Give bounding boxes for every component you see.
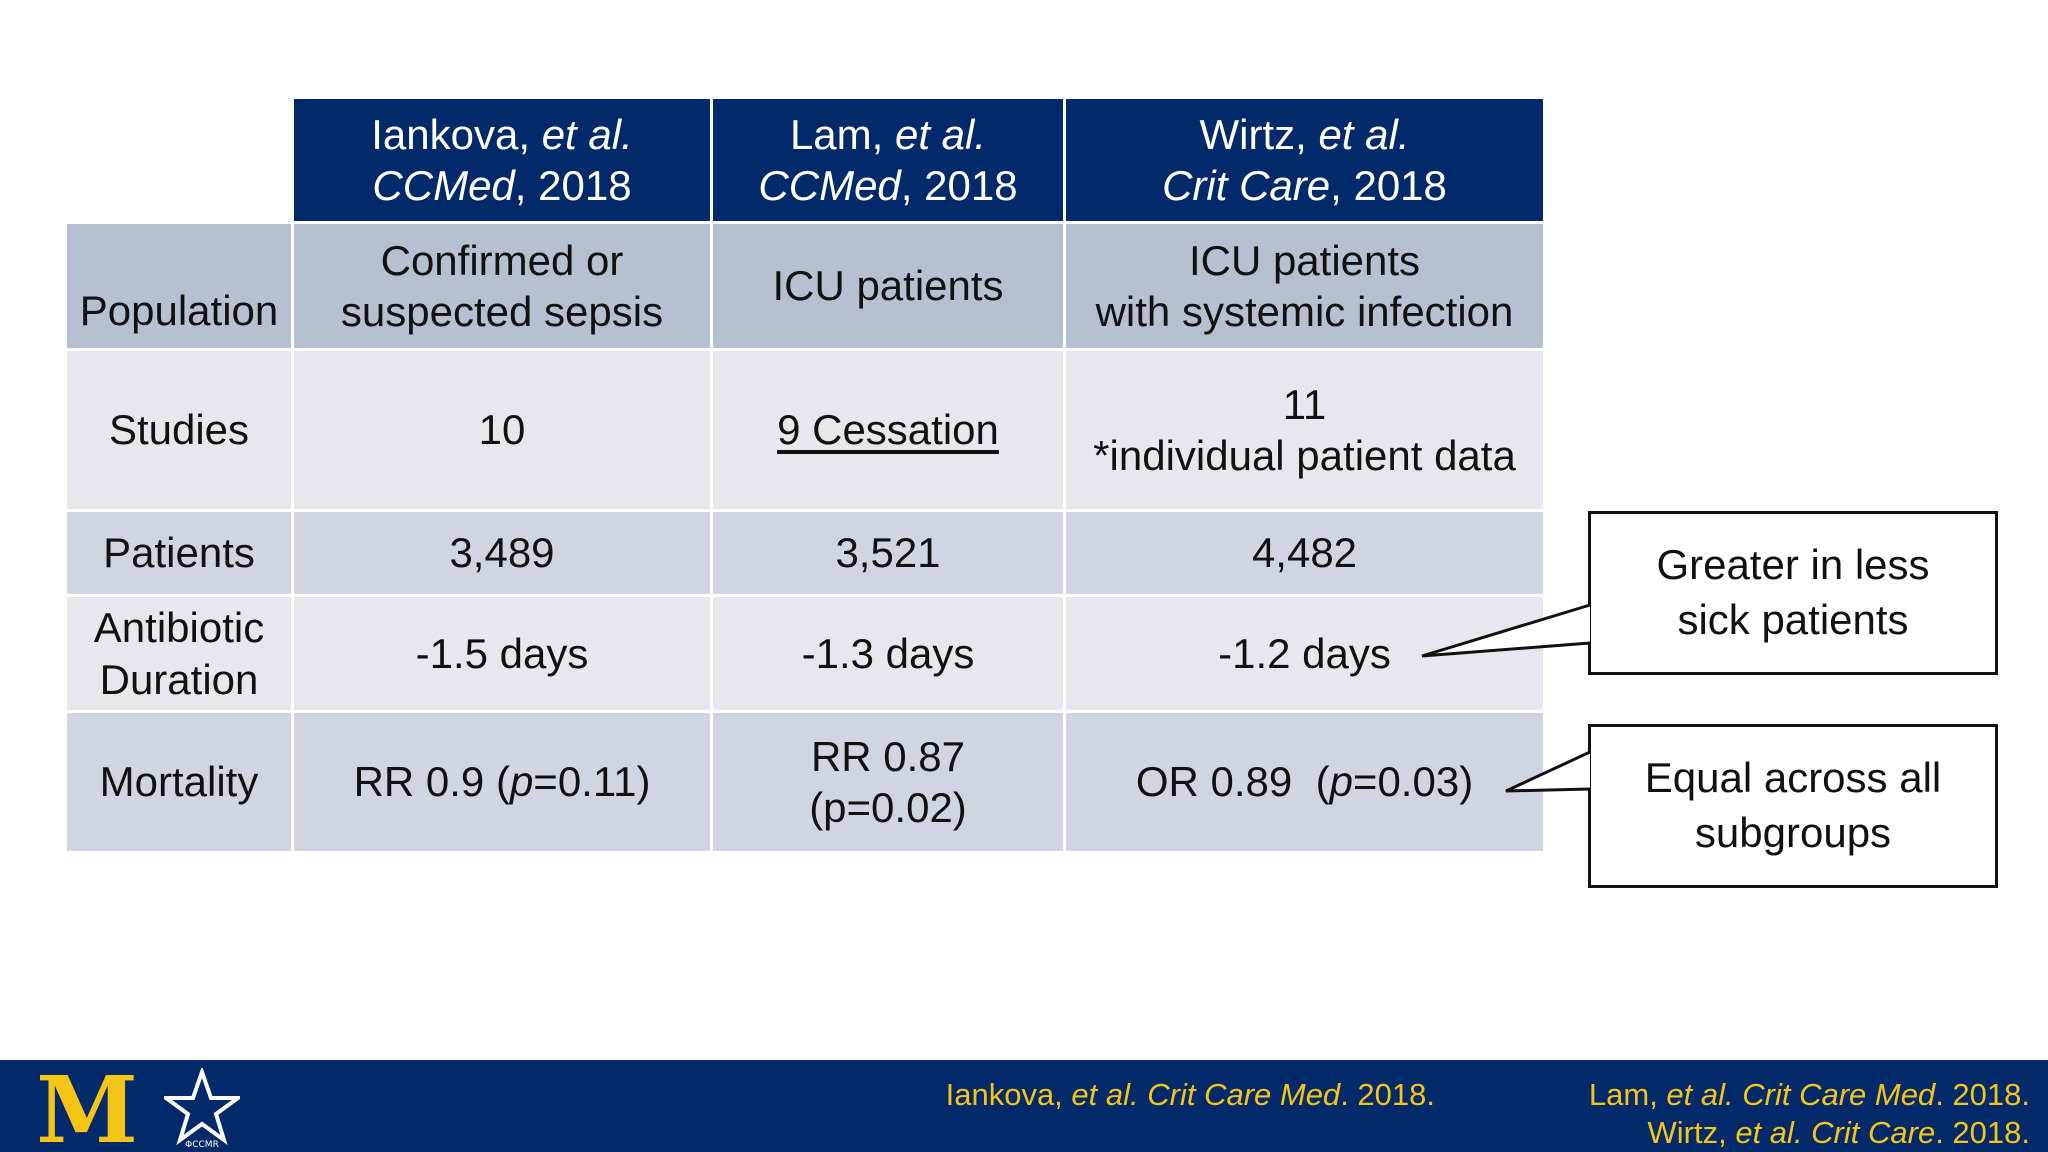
citation-wirtz: Wirtz, et al. Crit Care. 2018. [1647, 1115, 2030, 1150]
citations-right: Lam, et al. Crit Care Med. 2018. Wirtz, … [1589, 1076, 2030, 1152]
row-label-studies: Studies [67, 351, 291, 509]
row-label-patients: Patients [67, 512, 291, 594]
population-iankova: Confirmed or suspected sepsis [294, 224, 710, 348]
patients-wirtz: 4,482 [1066, 512, 1543, 594]
university-m-logo: M [36, 1070, 138, 1146]
patients-lam: 3,521 [713, 512, 1063, 594]
ccmr-star-logo: ΦCCMR [164, 1068, 240, 1148]
duration-iankova: -1.5 days [294, 597, 710, 710]
mortality-wirtz: OR 0.89 (p=0.03) [1066, 713, 1543, 851]
studies-iankova: 10 [294, 351, 710, 509]
patients-iankova: 3,489 [294, 512, 710, 594]
study-header-iankova: Iankova, et al. CCMed, 2018 [294, 99, 710, 221]
row-label-duration: Antibiotic Duration [67, 597, 291, 710]
patients-row: Patients 3,489 3,521 4,482 [67, 512, 1543, 594]
mortality-lam: RR 0.87 (p=0.02) [713, 713, 1063, 851]
citation-lam: Lam, et al. Crit Care Med. 2018. [1588, 1077, 2030, 1112]
studies-row: Studies 10 9 Cessation 11 *individual pa… [67, 351, 1543, 509]
header-row: Iankova, et al. CCMed, 2018 Lam, et al. … [67, 99, 1543, 221]
row-label-population: Population [67, 224, 291, 348]
callout-mortality-note: Equal across all subgroups [1588, 724, 1998, 888]
duration-lam: -1.3 days [713, 597, 1063, 710]
svg-text:ΦCCMR: ΦCCMR [185, 1140, 219, 1148]
studies-wirtz: 11 *individual patient data [1066, 351, 1543, 509]
studies-lam: 9 Cessation [713, 351, 1063, 509]
mortality-iankova: RR 0.9 (p=0.11) [294, 713, 710, 851]
citation-iankova: Iankova, et al. Crit Care Med. 2018. [945, 1077, 1435, 1112]
mortality-row: Mortality RR 0.9 (p=0.11) RR 0.87 (p=0.0… [67, 713, 1543, 851]
population-wirtz: ICU patients with systemic infection [1066, 224, 1543, 348]
comparison-table: Iankova, et al. CCMed, 2018 Lam, et al. … [64, 96, 1546, 854]
study-header-wirtz: Wirtz, et al. Crit Care, 2018 [1066, 99, 1543, 221]
callout-duration-pointer [1421, 603, 1591, 658]
study-header-lam: Lam, et al. CCMed, 2018 [713, 99, 1063, 221]
row-label-mortality: Mortality [67, 713, 291, 851]
callout-duration-note: Greater in less sick patients [1588, 511, 1998, 675]
population-row: Population Confirmed or suspected sepsis… [67, 224, 1543, 348]
header-empty-cell [67, 99, 291, 221]
callout-mortality-pointer [1505, 750, 1591, 793]
svg-text:M: M [36, 1070, 138, 1146]
population-lam: ICU patients [713, 224, 1063, 348]
footer-bar: M ΦCCMR Iankova, et al. Crit Care Med. 2… [0, 1060, 2048, 1152]
